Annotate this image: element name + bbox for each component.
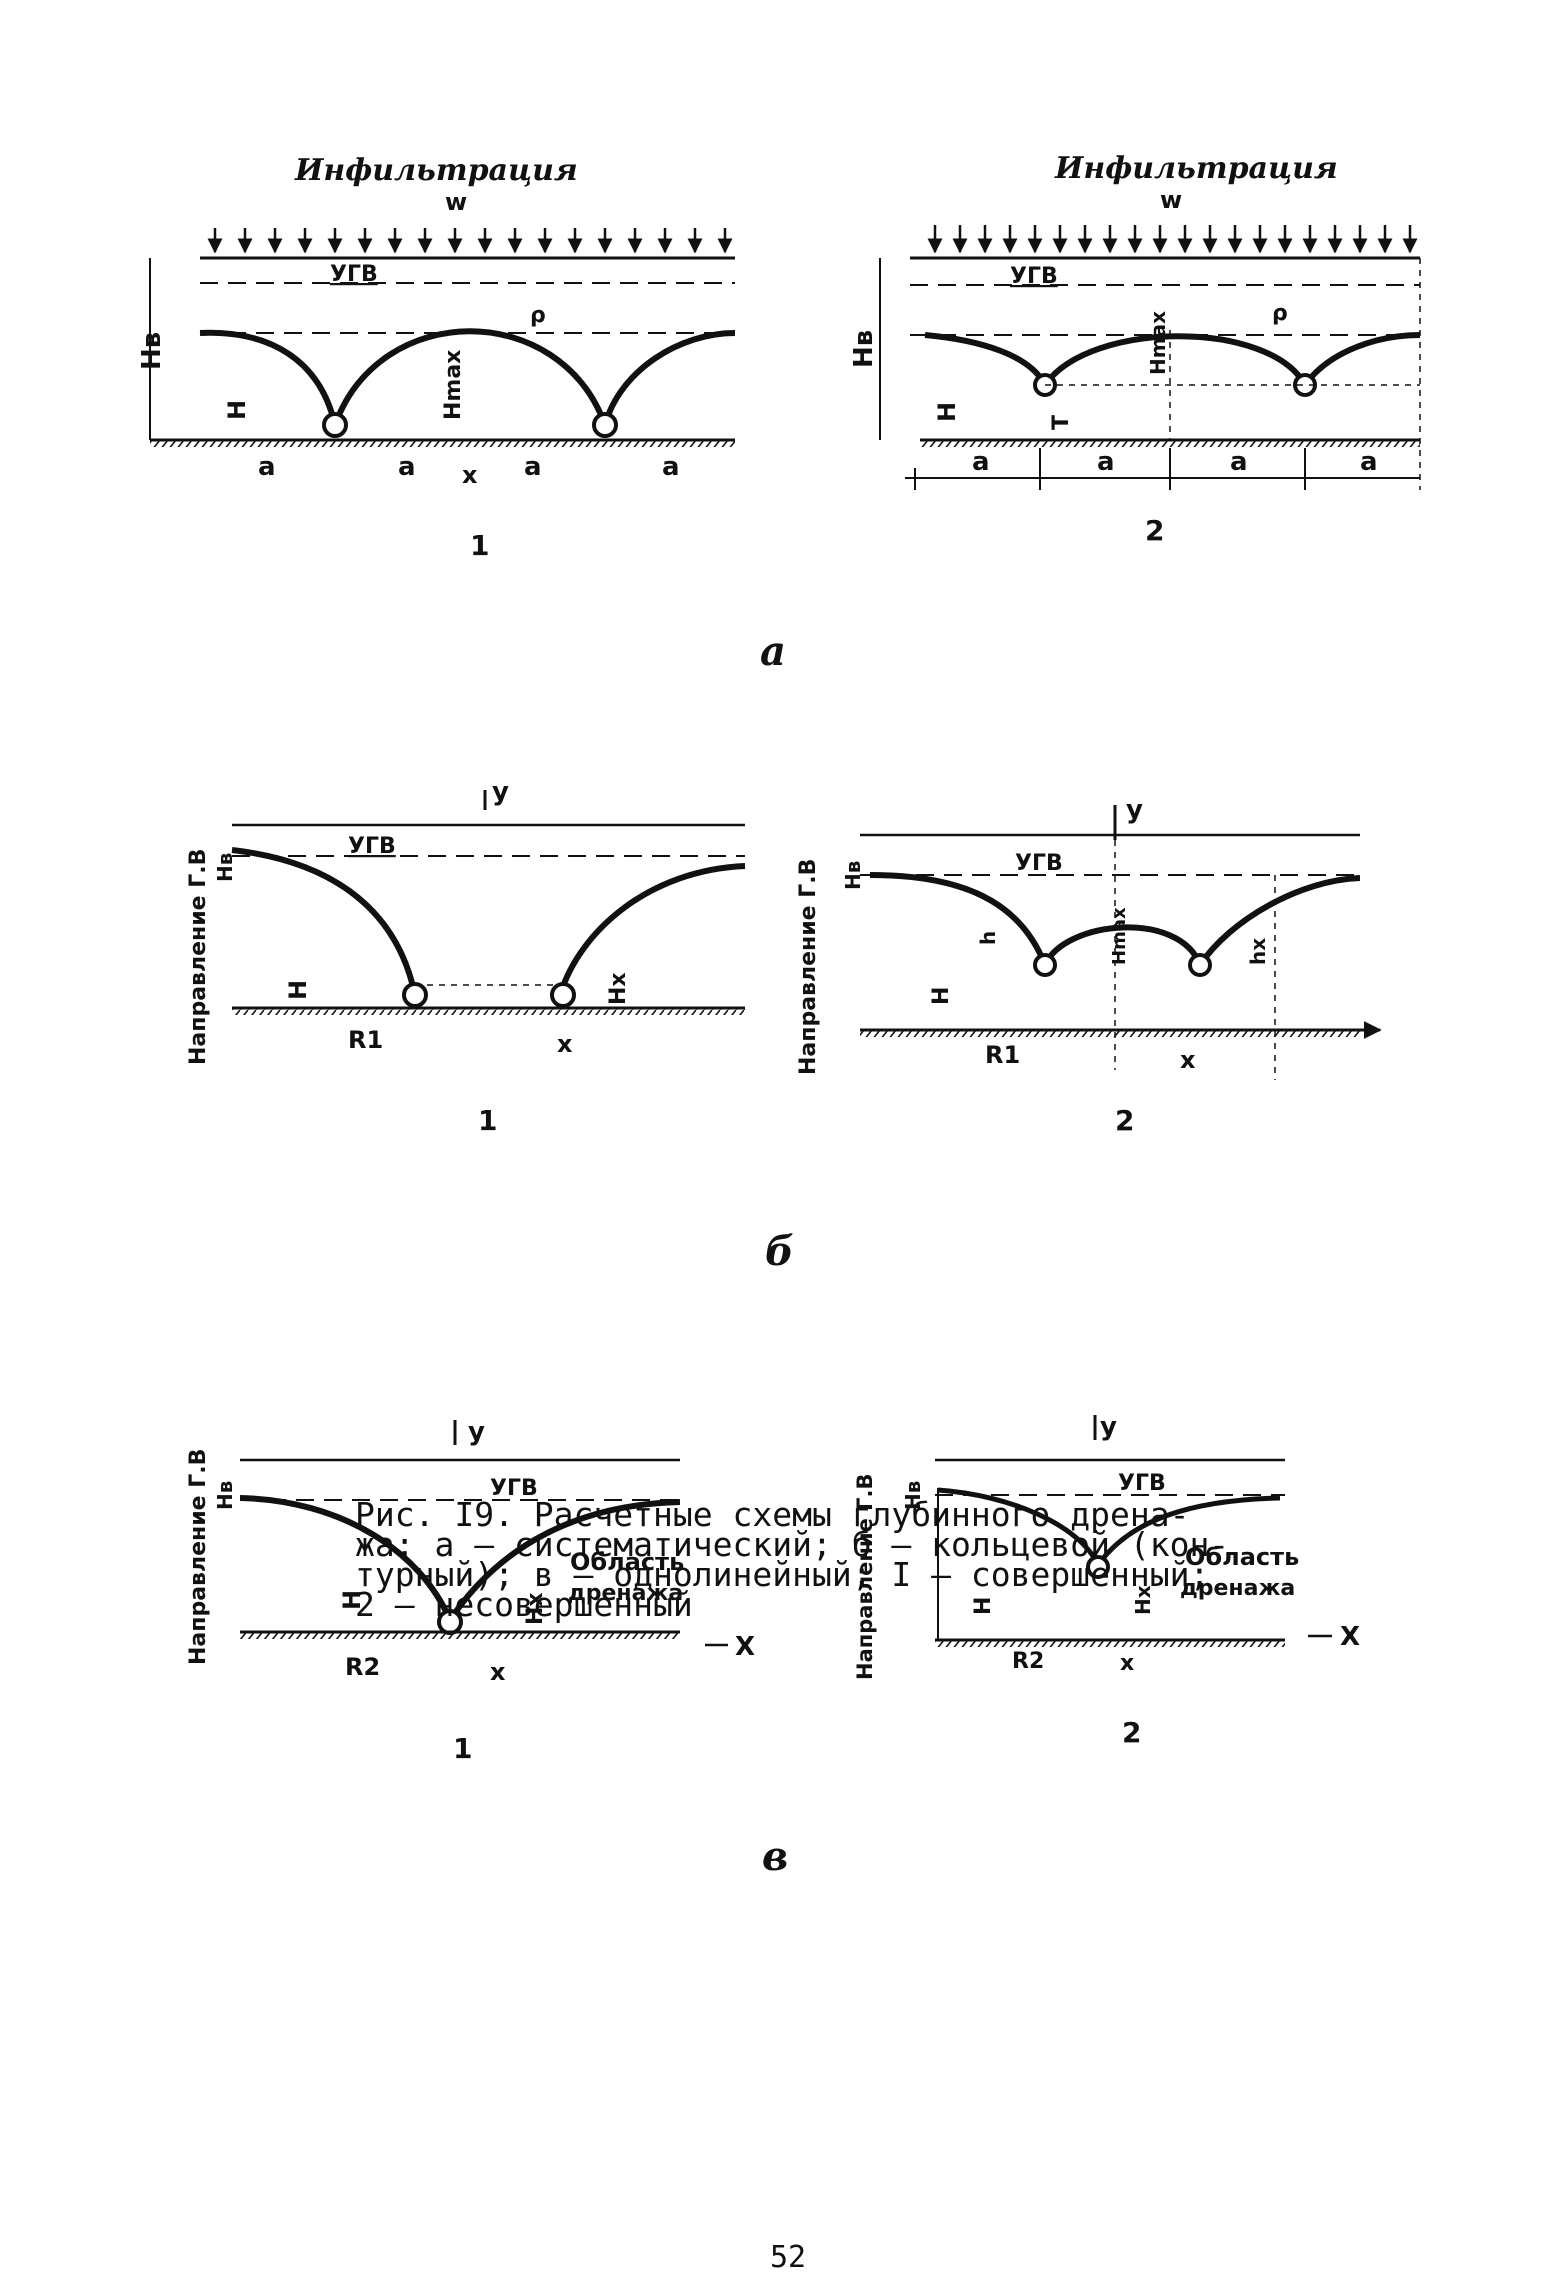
- depression-curve: [231, 847, 746, 996]
- scheme-a2: Инфильтрация w УГВ ρ Нв Н Т Hmax: [849, 151, 1421, 547]
- h-label: Н: [338, 1590, 366, 1610]
- figure-caption: Рис. I9. Расчетные схемы глубинного дрен…: [355, 1495, 1355, 1624]
- hx-label: Hx: [1131, 1585, 1155, 1615]
- caption-line: Рис. I9. Расчетные схемы глубинного дрен…: [355, 1495, 1190, 1534]
- direction-gv-label: Направление Г.В: [186, 849, 211, 1065]
- drainage-area-label: Область: [570, 1548, 684, 1576]
- scheme-c2: y УГВ Направление Г.В Нв X Н Hx Область …: [853, 1412, 1360, 1749]
- depression-curve: [869, 872, 1361, 967]
- x-label: x: [462, 461, 478, 489]
- panel-label-a: а: [760, 628, 786, 675]
- h-label: Н: [971, 1597, 996, 1615]
- depression-curve: [239, 1495, 681, 1622]
- x-label: x: [1180, 1046, 1196, 1074]
- hv-label: Нв: [213, 853, 237, 882]
- x-axis-label: X: [735, 1632, 755, 1662]
- scheme-number: 1: [478, 1104, 497, 1137]
- hmax-label: Hmax: [441, 350, 466, 420]
- h-label: Н: [929, 987, 954, 1005]
- x-label: x: [1120, 1651, 1134, 1676]
- scheme-number: 1: [470, 529, 489, 562]
- rho-label: ρ: [530, 303, 546, 328]
- h-small-label: h: [976, 931, 1000, 945]
- ugv-label: УГВ: [490, 1476, 538, 1501]
- w-label: w: [1160, 186, 1182, 214]
- depression-curve: [199, 328, 736, 427]
- scheme-a1: Инфильтрация w УГВ ρ Нв Н Hmax a a x a: [137, 153, 736, 562]
- a-label: a: [662, 452, 680, 482]
- panel-label-v: в: [762, 1833, 788, 1880]
- r1-label: R1: [985, 1041, 1020, 1069]
- hx-label: hx: [1246, 938, 1270, 965]
- scheme-number: 2: [1122, 1716, 1141, 1749]
- scheme-c1: y УГВ Направление Г.В Нв X Н Hx Область …: [186, 1417, 755, 1765]
- hx-label: Hx: [523, 1592, 548, 1625]
- direction-gv-label: Направление Г.В: [796, 859, 821, 1075]
- r2-label: R2: [345, 1653, 380, 1681]
- hv-label: Нв: [849, 330, 879, 368]
- infiltration-label: Инфильтрация: [294, 153, 578, 188]
- drain-pipe: [322, 412, 348, 438]
- ugv-label: УГВ: [1015, 851, 1063, 876]
- hmax-label: Hmax: [1146, 311, 1170, 375]
- infiltration-label: Инфильтрация: [1054, 151, 1338, 186]
- caption-line: жа: а – систематический; б – кольцевой (…: [355, 1525, 1230, 1564]
- hx-label: Hx: [606, 972, 631, 1005]
- caption-line: турный); в – однолинейный; I – совершенн…: [355, 1555, 1210, 1594]
- depression-curve: [924, 332, 1421, 387]
- x-label: x: [557, 1030, 573, 1058]
- hv-label: Нв: [841, 861, 865, 890]
- a-label: a: [258, 452, 276, 482]
- direction-gv-label: Направление Г.В: [186, 1449, 211, 1665]
- hmax-label: Hmax: [1109, 907, 1130, 965]
- scheme-number: 2: [1145, 514, 1164, 547]
- ugv-label: УГВ: [330, 262, 378, 287]
- a-label: a: [1097, 447, 1115, 477]
- h-label: Н: [223, 400, 251, 420]
- r1-label: R1: [348, 1026, 383, 1054]
- hv-label: Нв: [137, 332, 167, 370]
- x-axis-label: X: [1340, 1622, 1360, 1652]
- scheme-b2: y УГВ Направление Г.В Нв Н h Hmax hx R1 …: [796, 795, 1382, 1137]
- depression-curve: [937, 1487, 1281, 1567]
- page-number: 52: [770, 2240, 807, 2275]
- a-label: a: [1360, 447, 1378, 477]
- h-label: Н: [933, 402, 961, 422]
- drainage-area-label: Область: [1185, 1543, 1299, 1571]
- a-label: a: [524, 452, 542, 482]
- infiltration-arrows: [927, 225, 1418, 254]
- scheme-number: 1: [453, 1732, 472, 1765]
- ugv-label: УГВ: [1010, 264, 1058, 289]
- t-label: Т: [1049, 415, 1074, 430]
- scheme-b1: y УГВ Направление Г.В Нв Н Hx R1 x 1: [186, 777, 746, 1137]
- drainage-area-label: дренажа: [1180, 1576, 1295, 1601]
- h-label: Н: [284, 980, 312, 1000]
- drainage-area-label: дренажа: [568, 1581, 683, 1606]
- a-label: a: [1230, 447, 1248, 477]
- ugv-label: УГВ: [348, 834, 396, 859]
- infiltration-arrows: [207, 228, 733, 254]
- drain-pipe: [592, 412, 618, 438]
- y-axis-label: y: [1126, 795, 1143, 825]
- x-label: x: [490, 1658, 506, 1686]
- caption-line: 2 – несовершенный: [355, 1585, 693, 1624]
- scheme-number: 2: [1115, 1104, 1134, 1137]
- ugv-label: УГВ: [1118, 1471, 1166, 1496]
- r2-label: R2: [1012, 1649, 1044, 1674]
- y-axis-label: y: [492, 777, 509, 807]
- y-axis-label: y: [468, 1417, 485, 1447]
- direction-gv-label: Направление Г.В: [853, 1473, 877, 1680]
- hv-label: Нв: [901, 1481, 925, 1510]
- y-axis-label: y: [1100, 1412, 1117, 1442]
- hv-label: Нв: [213, 1481, 237, 1510]
- panel-label-b: б: [765, 1228, 794, 1275]
- a-label: a: [972, 447, 990, 477]
- w-label: w: [445, 188, 467, 216]
- a-label: a: [398, 452, 416, 482]
- rho-label: ρ: [1272, 301, 1288, 326]
